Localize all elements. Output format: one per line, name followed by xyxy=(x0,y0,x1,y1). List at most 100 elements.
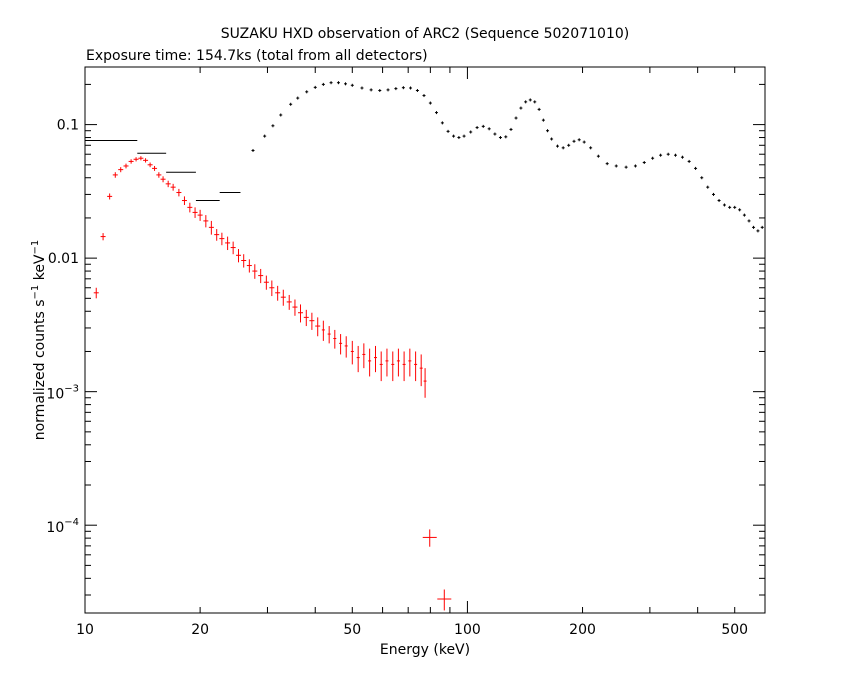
x-tick-label: 200 xyxy=(569,622,596,638)
y-tick-label: 10−3 xyxy=(46,384,79,403)
data-point xyxy=(642,161,646,165)
data-point xyxy=(379,351,383,382)
data-point xyxy=(680,155,684,159)
data-point xyxy=(546,129,550,133)
data-point xyxy=(197,209,203,221)
data-point xyxy=(694,166,698,170)
series-1 xyxy=(93,156,452,611)
data-point xyxy=(315,317,321,337)
data-point xyxy=(313,85,317,89)
data-point xyxy=(93,287,99,299)
data-point xyxy=(165,180,171,188)
data-point xyxy=(187,202,193,213)
data-point xyxy=(422,529,437,547)
plot-frame xyxy=(84,66,766,614)
data-point xyxy=(428,101,432,105)
data-point xyxy=(760,225,764,229)
data-point xyxy=(528,98,532,102)
data-point xyxy=(756,229,760,233)
data-point xyxy=(493,132,497,136)
data-point xyxy=(356,345,360,373)
data-point xyxy=(457,136,461,140)
data-point xyxy=(408,348,412,377)
data-point xyxy=(717,199,721,203)
data-point xyxy=(614,164,618,168)
series-0 xyxy=(85,81,764,233)
data-point xyxy=(369,88,373,92)
data-point xyxy=(401,86,405,90)
data-point xyxy=(440,121,444,125)
data-point xyxy=(152,165,158,171)
data-point xyxy=(107,193,113,200)
data-point xyxy=(415,89,419,93)
data-point xyxy=(514,116,518,120)
data-point xyxy=(509,127,513,131)
data-point xyxy=(374,345,378,373)
data-point xyxy=(362,343,366,369)
data-point xyxy=(722,203,726,207)
data-point xyxy=(344,82,348,86)
data-point xyxy=(286,294,292,310)
data-point xyxy=(666,152,670,156)
data-point xyxy=(589,146,593,150)
data-point xyxy=(329,81,333,85)
data-point xyxy=(673,153,677,157)
data-point xyxy=(738,208,742,212)
data-point xyxy=(138,156,144,161)
data-point xyxy=(280,289,286,306)
data-point xyxy=(143,158,149,163)
data-point xyxy=(434,111,438,115)
data-point xyxy=(396,348,400,377)
data-point xyxy=(263,134,267,138)
data-point xyxy=(350,340,354,365)
data-point xyxy=(327,326,331,344)
data-point xyxy=(391,351,395,382)
data-point xyxy=(419,354,423,387)
y-axis: 0.1 0.01 10−3 10−4 xyxy=(46,83,765,596)
data-point xyxy=(624,165,628,169)
data-point xyxy=(541,118,545,122)
data-point xyxy=(305,90,309,94)
data-point xyxy=(519,106,523,110)
data-point xyxy=(555,144,559,148)
data-point xyxy=(258,268,264,284)
data-point xyxy=(706,185,710,189)
data-point xyxy=(292,299,298,316)
data-point xyxy=(263,275,269,290)
data-point xyxy=(123,163,129,169)
data-point xyxy=(321,82,325,86)
data-point xyxy=(118,167,124,173)
x-axis: 10 20 50 100 200 500 xyxy=(76,67,766,638)
data-point xyxy=(742,213,746,217)
data-point xyxy=(269,280,275,297)
data-point xyxy=(504,135,508,139)
data-point xyxy=(303,309,309,327)
data-point xyxy=(409,86,413,90)
data-point xyxy=(422,94,426,98)
data-point xyxy=(386,88,390,92)
data-point xyxy=(100,233,106,241)
data-point xyxy=(156,172,162,178)
data-point xyxy=(481,124,485,128)
x-tick-label: 100 xyxy=(454,622,481,638)
data-point xyxy=(524,100,528,104)
data-point xyxy=(203,215,209,228)
data-point xyxy=(687,159,691,163)
y-axis-label: normalized counts s−1 keV−1 xyxy=(30,240,48,441)
data-point xyxy=(225,236,231,251)
data-point xyxy=(378,89,382,93)
data-point xyxy=(596,154,600,158)
data-point xyxy=(446,129,450,133)
series-layer xyxy=(85,81,764,611)
data-point xyxy=(577,138,581,142)
data-point xyxy=(394,87,398,91)
data-point xyxy=(208,220,214,235)
data-point xyxy=(533,100,537,104)
data-point xyxy=(437,589,452,611)
data-point xyxy=(747,219,751,223)
data-point xyxy=(339,334,343,355)
y-tick-label: 10−4 xyxy=(46,517,79,536)
data-point xyxy=(385,348,389,377)
data-point xyxy=(550,137,554,141)
data-point xyxy=(271,124,275,128)
